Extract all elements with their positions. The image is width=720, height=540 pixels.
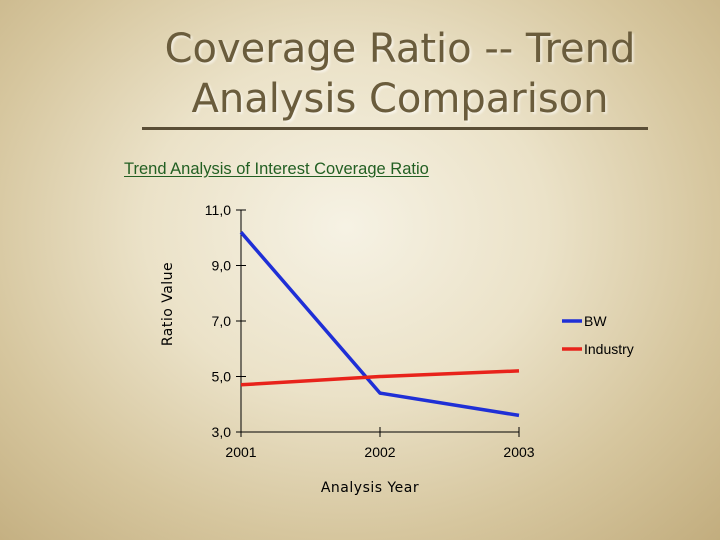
slide-title-line-2: Analysis Comparison [191,76,609,122]
chart-axes [240,210,519,433]
y-tick-label: 11,0 [205,202,231,218]
y-tick-label: 5,0 [212,369,232,385]
series-line-industry [240,369,520,387]
legend-label-industry: Industry [584,341,634,357]
chart-title: Trend Analysis of Interest Coverage Rati… [124,160,429,178]
y-axis-ticks: 11,0 9,0 7,0 5,0 3,0 [205,202,246,440]
x-tick-label: 2001 [225,444,256,460]
y-tick-label: 7,0 [212,313,232,329]
title-underline-rule [142,127,648,130]
x-tick-label: 2003 [503,444,534,460]
x-tick-label: 2002 [364,444,395,460]
slide-title: Coverage Ratio -- Trend Analysis Compari… [150,24,650,124]
x-axis-title: Analysis Year [321,480,419,496]
chart-legend: BW Industry [562,313,634,357]
y-tick-label: 9,0 [212,258,232,274]
legend-label-bw: BW [584,313,607,329]
series-lines [239,231,520,418]
y-axis-title: Ratio Value [160,262,176,346]
y-tick-label: 3,0 [212,424,232,440]
series-line-bw [239,231,520,418]
slide-title-line-1: Coverage Ratio -- Trend [164,26,636,72]
x-axis-ticks: 2001 2002 2003 [225,427,535,460]
